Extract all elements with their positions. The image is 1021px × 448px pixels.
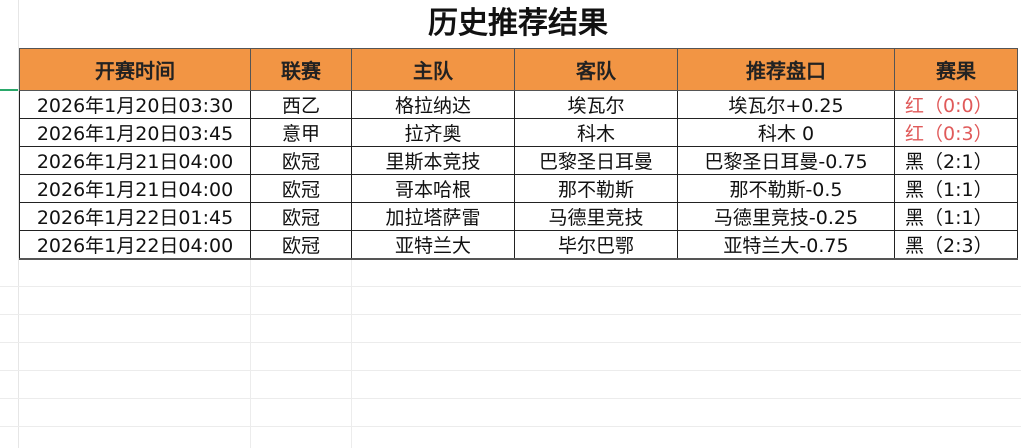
- column-header[interactable]: 推荐盘口: [677, 48, 895, 91]
- cell-home[interactable]: 拉齐奥: [351, 118, 515, 147]
- cell-result[interactable]: 黑（1:1）: [894, 202, 1018, 231]
- cell-time[interactable]: 2026年1月22日04:00: [19, 230, 251, 260]
- cell-home[interactable]: 加拉塔萨雷: [351, 202, 515, 231]
- cell-time[interactable]: 2026年1月20日03:30: [19, 90, 251, 119]
- cell-time[interactable]: 2026年1月21日04:00: [19, 146, 251, 175]
- cell-home[interactable]: 亚特兰大: [351, 230, 515, 260]
- cell-away[interactable]: 科木: [514, 118, 678, 147]
- cell-pick[interactable]: 巴黎圣日耳曼-0.75: [677, 146, 895, 175]
- cell-away[interactable]: 巴黎圣日耳曼: [514, 146, 678, 175]
- cell-league[interactable]: 欧冠: [250, 202, 352, 231]
- cell-result[interactable]: 红（0:3）: [894, 118, 1018, 147]
- table-row: 2026年1月22日04:00 欧冠 亚特兰大 毕尔巴鄂 亚特兰大-0.75 黑（2:3）: [19, 230, 1018, 260]
- grid-line: [250, 259, 251, 448]
- cell-league[interactable]: 欧冠: [250, 146, 352, 175]
- grid-line: [351, 259, 352, 448]
- cell-pick[interactable]: 那不勒斯-0.5: [677, 174, 895, 203]
- table-row: 2026年1月22日01:45 欧冠 加拉塔萨雷 马德里竞技 马德里竞技-0.25 黑（1…: [19, 202, 1018, 231]
- cell-result[interactable]: 黑（2:3）: [894, 230, 1018, 260]
- cell-away[interactable]: 埃瓦尔: [514, 90, 678, 119]
- column-header[interactable]: 赛果: [894, 48, 1018, 91]
- cell-league[interactable]: 欧冠: [250, 230, 352, 260]
- cell-time[interactable]: 2026年1月22日01:45: [19, 202, 251, 231]
- header-row: 开赛时间 联赛 主队 客队 推荐盘口 赛果: [19, 48, 1018, 91]
- column-header[interactable]: 主队: [351, 48, 515, 91]
- cell-pick[interactable]: 亚特兰大-0.75: [677, 230, 895, 260]
- table-row: 2026年1月21日04:00 欧冠 里斯本竞技 巴黎圣日耳曼 巴黎圣日耳曼-0.75 黑…: [19, 146, 1018, 175]
- column-header[interactable]: 联赛: [250, 48, 352, 91]
- cell-home[interactable]: 里斯本竞技: [351, 146, 515, 175]
- cell-pick[interactable]: 埃瓦尔+0.25: [677, 90, 895, 119]
- cell-away[interactable]: 马德里竞技: [514, 202, 678, 231]
- column-header[interactable]: 开赛时间: [19, 48, 251, 91]
- sheet-title: 历史推荐结果: [428, 6, 608, 41]
- cell-time[interactable]: 2026年1月21日04:00: [19, 174, 251, 203]
- cell-result[interactable]: 黑（1:1）: [894, 174, 1018, 203]
- table-row: 2026年1月20日03:30 西乙 格拉纳达 埃瓦尔 埃瓦尔+0.25 红（0:0）: [19, 90, 1018, 119]
- cell-home[interactable]: 格拉纳达: [351, 90, 515, 119]
- table-row: 2026年1月21日04:00 欧冠 哥本哈根 那不勒斯 那不勒斯-0.5 黑（1:1）: [19, 174, 1018, 203]
- cell-pick[interactable]: 马德里竞技-0.25: [677, 202, 895, 231]
- cell-home[interactable]: 哥本哈根: [351, 174, 515, 203]
- cell-away[interactable]: 那不勒斯: [514, 174, 678, 203]
- cell-time[interactable]: 2026年1月20日03:45: [19, 118, 251, 147]
- cell-result[interactable]: 红（0:0）: [894, 90, 1018, 119]
- cell-away[interactable]: 毕尔巴鄂: [514, 230, 678, 260]
- table-row: 2026年1月20日03:45 意甲 拉齐奥 科木 科木 0 红（0:3）: [19, 118, 1018, 147]
- cell-league[interactable]: 欧冠: [250, 174, 352, 203]
- cell-pick[interactable]: 科木 0: [677, 118, 895, 147]
- results-table: 开赛时间 联赛 主队 客队 推荐盘口 赛果 2026年1月20日03:30 西乙 格拉纳达 埃瓦…: [19, 48, 1018, 260]
- column-header[interactable]: 客队: [514, 48, 678, 91]
- cell-league[interactable]: 西乙: [250, 90, 352, 119]
- cell-result[interactable]: 黑（2:1）: [894, 146, 1018, 175]
- cell-league[interactable]: 意甲: [250, 118, 352, 147]
